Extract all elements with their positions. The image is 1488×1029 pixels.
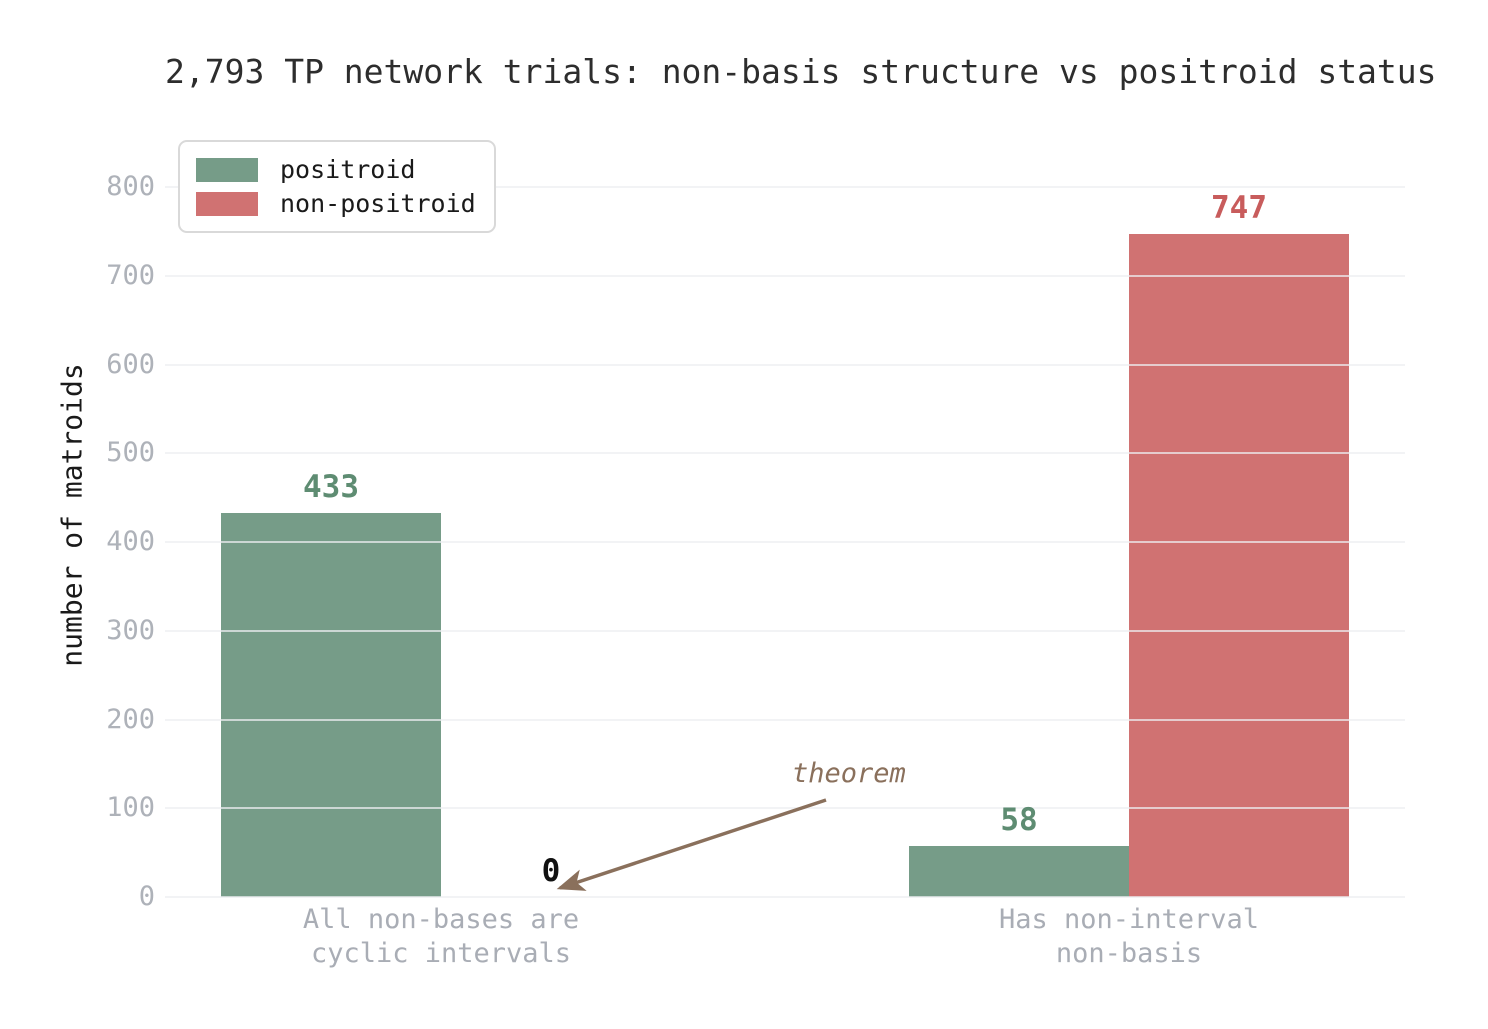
y-tick-label-100: 100 <box>106 792 155 824</box>
x-tick-label-cat1: Has non-interval non-basis <box>869 903 1389 971</box>
y-tick-label-200: 200 <box>106 703 155 735</box>
value-label-non-positroid-cat1: 747 <box>1211 190 1267 227</box>
legend-item-positroid: positroid <box>196 155 478 184</box>
gridline-y-100 <box>165 807 1405 810</box>
gridline-y-800 <box>165 186 1405 188</box>
legend-swatch-positroid <box>196 157 258 182</box>
y-tick-label-600: 600 <box>106 348 155 380</box>
legend-label-positroid: positroid <box>280 155 416 184</box>
x-tick-label-cat0: All non-bases are cyclic intervals <box>181 903 701 971</box>
y-tick-label-400: 400 <box>106 526 155 557</box>
bar-non-positroid-cat1 <box>1129 234 1349 897</box>
value-label-positroid-cat0: 433 <box>303 468 359 505</box>
y-tick-label-500: 500 <box>106 437 155 469</box>
annotation-theorem: theorem <box>792 758 906 789</box>
y-tick-label-800: 800 <box>106 171 155 202</box>
y-tick-label-0: 0 <box>138 881 155 912</box>
legend-label-non-positroid: non-positroid <box>280 189 476 218</box>
gridline-y-0 <box>165 896 1405 898</box>
gridline-y-600 <box>165 363 1405 366</box>
y-tick-label-700: 700 <box>106 259 155 291</box>
legend-item-non-positroid: non-positroid <box>196 189 478 218</box>
legend-swatch-non-positroid <box>196 191 258 216</box>
x-tick-line: cyclic intervals <box>310 938 572 969</box>
x-tick-line: All non-bases are <box>302 904 580 935</box>
bar-positroid-cat1 <box>909 845 1129 897</box>
bar-positroid-cat0 <box>221 512 441 897</box>
x-tick-line: Has non-interval <box>998 904 1260 935</box>
gridline-y-700 <box>165 274 1405 277</box>
chart-title: 2,793 TP network trials: non-basis struc… <box>165 52 1437 91</box>
gridline-y-300 <box>165 629 1405 632</box>
legend: positroid non-positroid <box>178 140 496 233</box>
y-tick-label-300: 300 <box>106 614 155 646</box>
gridline-y-200 <box>165 718 1405 721</box>
value-label-non-positroid-cat0: 0 <box>541 853 561 889</box>
gridline-y-400 <box>165 541 1405 543</box>
gridline-y-500 <box>165 452 1405 455</box>
value-label-positroid-cat1: 58 <box>1000 801 1038 838</box>
x-tick-line: non-basis <box>1055 938 1203 969</box>
